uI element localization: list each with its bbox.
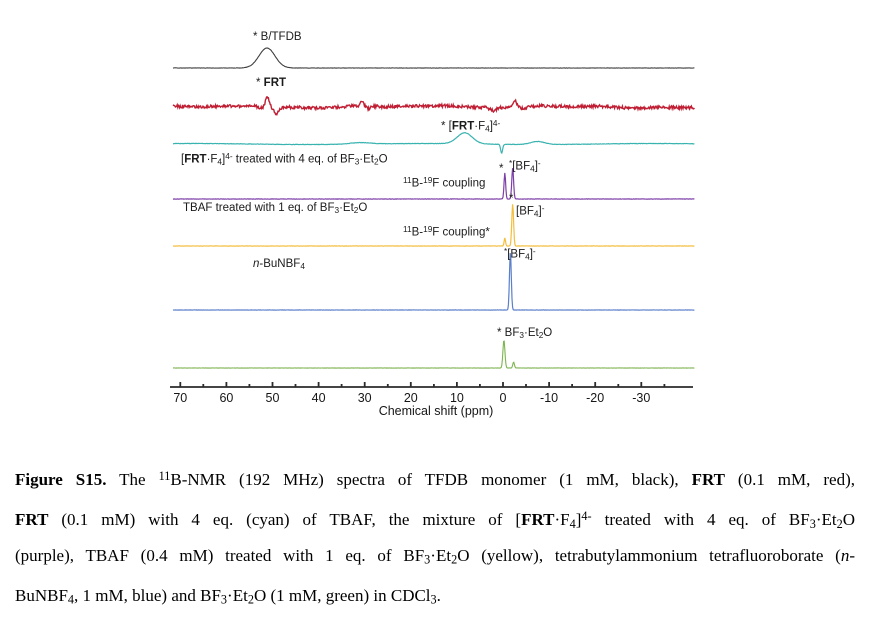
caption-line-3: (purple), TBAF (0.4 mM) treated with 1 e… bbox=[15, 546, 855, 567]
peak-label-frtf4: * [FRT·F4]4- bbox=[441, 119, 501, 134]
x-axis-tick-label: -20 bbox=[586, 391, 605, 405]
x-axis-tick-label: 20 bbox=[403, 391, 418, 405]
peak-label-purple-bf4: *[BF4]- bbox=[509, 159, 541, 174]
coupling-label-yellow: 11B-19F coupling* bbox=[403, 225, 490, 239]
nmr-spectra-figure: 70 60 50 40 30 20 10 0 -10 -20 -30 * B/TFDB * FRT * [… bbox=[170, 31, 695, 418]
caption-line-1: Figure S15. The 11B-NMR (192 MHz) spectr… bbox=[15, 469, 855, 490]
spectrum-trace-4 bbox=[172, 204, 695, 247]
peak-label-btfdb: * B/TFDB bbox=[253, 31, 302, 43]
coupling-label-purple: 11B-19F coupling bbox=[403, 176, 486, 190]
x-axis bbox=[170, 382, 693, 388]
peak-label-yellow-bf4: [BF4]- bbox=[516, 204, 545, 219]
peak-label-frt: * FRT bbox=[256, 77, 287, 89]
peak-label-blue-bf4: *[BF4]- bbox=[504, 247, 536, 262]
star-purple-satellite: * bbox=[499, 163, 504, 175]
trace-label-purple: [FRT·F4]4- treated with 4 eq. of BF3·Et2… bbox=[181, 152, 388, 167]
x-axis-tick-label: 0 bbox=[499, 391, 507, 405]
star-yellow-peak: * bbox=[509, 193, 514, 205]
peak-label-green: * BF3·Et2O bbox=[497, 327, 553, 340]
spectrum-trace-6 bbox=[173, 340, 695, 369]
trace-label-blue: n-BuNBF4 bbox=[253, 258, 305, 271]
x-axis-tick-label: 60 bbox=[219, 391, 234, 405]
spectra-plot bbox=[170, 47, 695, 388]
x-axis-tick-label: 40 bbox=[311, 391, 326, 405]
spectrum-trace-3 bbox=[172, 168, 695, 200]
x-axis-tick-label: -30 bbox=[632, 391, 651, 405]
figure-caption: Figure S15. The 11B-NMR (192 MHz) spectr… bbox=[15, 456, 855, 616]
x-axis-tick-label: -10 bbox=[540, 391, 559, 405]
spectrum-trace-5 bbox=[172, 252, 695, 311]
trace-label-yellow: TBAF treated with 1 eq. of BF3·Et2O bbox=[183, 202, 368, 215]
x-axis-tick-label: 70 bbox=[173, 391, 188, 405]
spectrum-trace-1 bbox=[172, 96, 695, 116]
x-axis-tick-label: 30 bbox=[357, 391, 372, 405]
caption-line-4: BuNBF4, 1 mM, blue) and BF3·Et2O (1 mM, … bbox=[15, 586, 441, 607]
spectrum-trace-0 bbox=[172, 47, 695, 69]
spectrum-trace-2 bbox=[172, 131, 695, 155]
caption-line-2: FRT (0.1 mM) with 4 eq. (cyan) of TBAF, … bbox=[15, 509, 855, 531]
x-axis-tick-label: 10 bbox=[449, 391, 464, 405]
x-axis-tick-label: 50 bbox=[265, 391, 280, 405]
x-axis-title: Chemical shift (ppm) bbox=[378, 404, 494, 418]
